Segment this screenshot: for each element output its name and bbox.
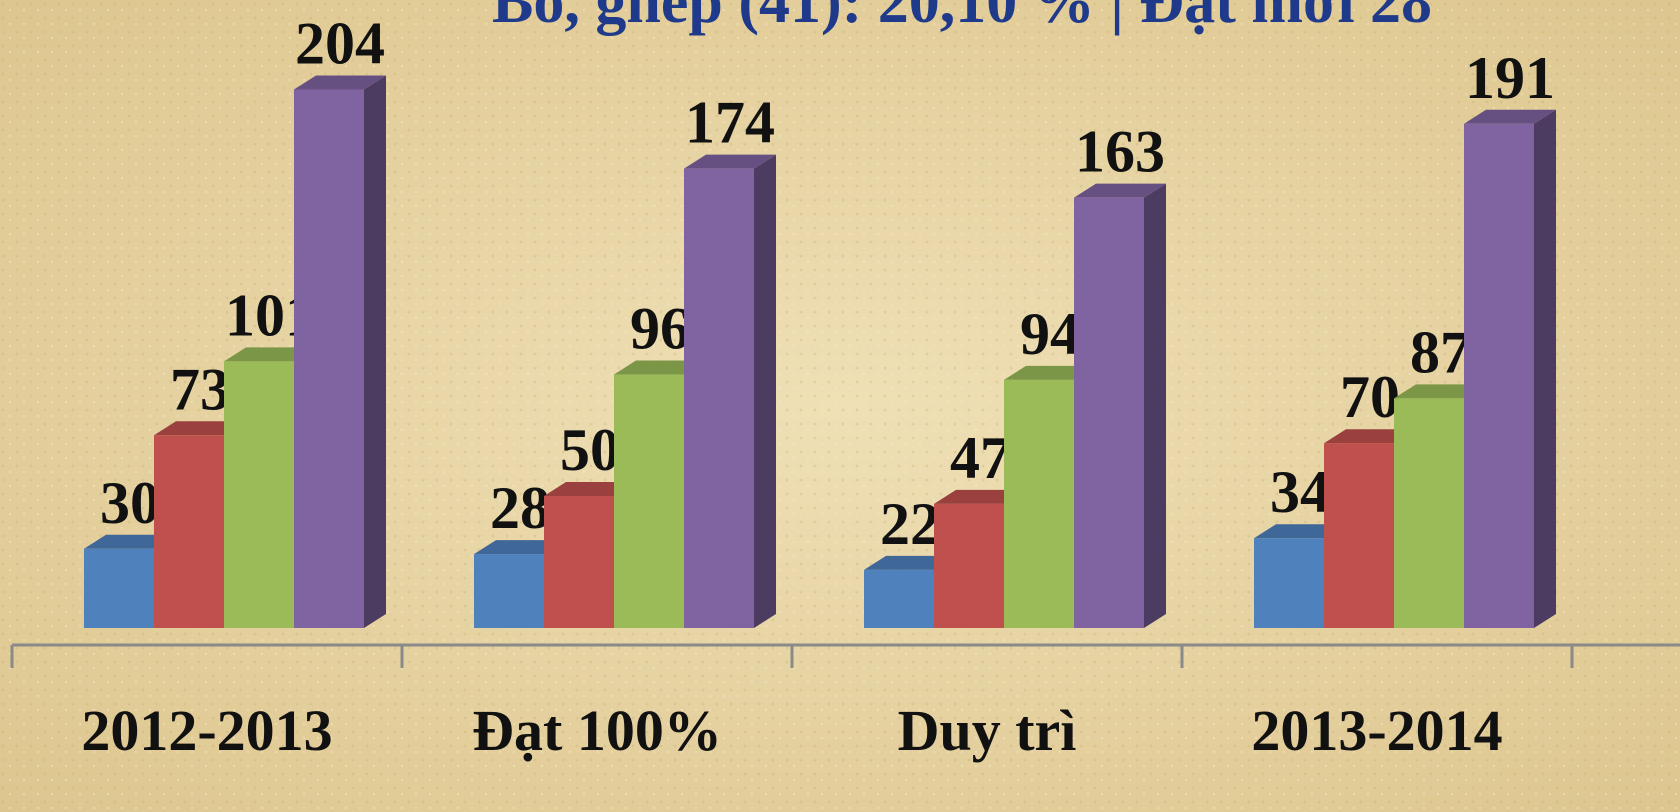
bar-top [1394,384,1486,399]
bar [934,503,1004,628]
x-tick-label: Duy trì [898,698,1077,763]
value-label: 204 [295,10,385,76]
bar [224,361,294,628]
bar [614,374,684,628]
bar-top [864,555,956,570]
value-label: 94 [1020,301,1080,367]
bar-top [1074,183,1166,198]
bar-side [1534,109,1556,628]
bar-top [1004,365,1096,380]
bar-top [224,347,316,362]
bar-top [1464,109,1556,124]
value-label: 87 [1410,319,1470,385]
bar-side [364,75,386,628]
bar-top [544,482,636,496]
bar [1254,538,1324,628]
bar [84,548,154,628]
value-label: 70 [1340,364,1400,430]
bar-top [1324,429,1416,444]
value-label: 50 [560,417,620,483]
bar [1324,443,1394,628]
value-label: 22 [880,491,940,557]
value-label: 163 [1075,119,1165,185]
value-label: 96 [630,296,690,362]
bar-top [84,534,176,549]
bar-top [474,540,566,555]
bar-top [294,75,386,90]
value-label: 73 [170,356,230,422]
bar [474,554,544,628]
bar [864,569,934,628]
bar [1394,398,1464,628]
bar-top [614,360,706,375]
bar-top [154,421,246,436]
bar-top [1254,524,1346,539]
bar [1464,123,1534,628]
x-tick-label: Đạt 100% [472,698,722,763]
x-tick-label: 2013-2014 [1251,698,1502,763]
chart-title: Bỏ, ghép (41): 20,10 % | Đạt mới 28 [492,0,1432,36]
bar-side [1144,183,1166,628]
bar-side [754,154,776,628]
bar [684,168,754,628]
x-tick-label: 2012-2013 [81,698,332,763]
value-label: 34 [1270,459,1330,525]
value-label: 30 [100,470,160,536]
value-label: 174 [685,90,775,156]
bar-top [934,489,1026,504]
value-label: 191 [1465,45,1555,111]
bar [154,435,224,628]
bar [544,496,614,628]
bar-top [684,154,776,169]
value-label: 28 [490,475,550,541]
bar [294,89,364,628]
value-label: 47 [950,425,1010,491]
bar [1004,379,1074,628]
bar [1074,197,1144,628]
